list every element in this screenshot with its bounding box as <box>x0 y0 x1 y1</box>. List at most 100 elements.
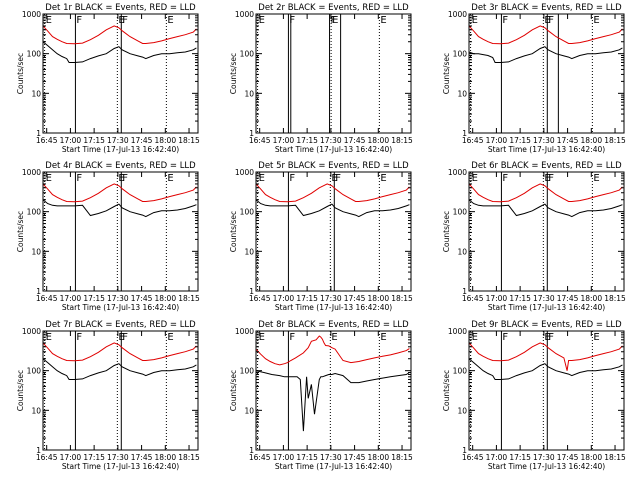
x-tick-label: 18:00 <box>154 294 176 303</box>
x-tick-label: 17:30 <box>320 294 342 303</box>
y-tick-label: 1000 <box>235 10 254 19</box>
x-axis-label: Start Time (17-Jul-13 16:42:40) <box>488 303 605 312</box>
x-tick-label: 18:15 <box>604 294 626 303</box>
marker-label: E <box>544 332 550 343</box>
x-tick-label: 17:30 <box>533 136 555 145</box>
y-tick-label: 10 <box>31 247 41 256</box>
marker-label: E <box>118 332 124 343</box>
x-tick-label: 17:15 <box>296 453 318 462</box>
x-tick-label: 17:30 <box>320 453 342 462</box>
marker-label: F <box>548 15 554 26</box>
y-tick-label: 1 <box>462 287 467 296</box>
x-tick-label: 18:00 <box>367 453 389 462</box>
x-tick-label: 17:30 <box>320 136 342 145</box>
y-tick-label: 100 <box>27 50 42 59</box>
x-axis-label: Start Time (17-Jul-13 16:42:40) <box>275 145 392 154</box>
events-series-line <box>469 46 623 63</box>
x-tick-label: 17:00 <box>60 294 82 303</box>
x-tick-label: 17:00 <box>486 136 508 145</box>
marker-label: F <box>289 15 295 26</box>
y-tick-label: 1000 <box>22 327 41 336</box>
x-tick-label: 16:45 <box>36 294 58 303</box>
x-tick-label: 18:00 <box>367 136 389 145</box>
x-tick-label: 18:15 <box>178 136 200 145</box>
plot-frame <box>468 13 625 134</box>
chart-title: Det 7r BLACK = Events, RED = LLD <box>45 320 196 330</box>
chart-title: Det 9r BLACK = Events, RED = LLD <box>471 320 622 330</box>
x-axis-label: Start Time (17-Jul-13 16:42:40) <box>62 462 179 471</box>
marker-label: E <box>259 173 265 184</box>
events-series-line <box>43 41 197 63</box>
marker-label: E <box>380 173 386 184</box>
marker-label: E <box>544 173 550 184</box>
plot-frame <box>42 330 199 451</box>
events-series-line <box>256 370 410 432</box>
x-axis-label: Start Time (17-Jul-13 16:42:40) <box>275 303 392 312</box>
chart-title: Det 4r BLACK = Events, RED = LLD <box>45 161 196 171</box>
x-tick-label: 18:15 <box>178 294 200 303</box>
y-tick-label: 100 <box>453 208 468 217</box>
marker-label: F <box>502 332 508 343</box>
plot-frame <box>42 171 199 292</box>
y-tick-label: 1 <box>462 446 467 455</box>
x-tick-label: 17:15 <box>296 136 318 145</box>
x-tick-label: 17:15 <box>296 294 318 303</box>
plot-frame <box>42 13 199 134</box>
chart-title: Det 3r BLACK = Events, RED = LLD <box>471 3 622 13</box>
y-tick-label: 100 <box>453 50 468 59</box>
x-tick-label: 18:15 <box>391 136 413 145</box>
x-axis-label: Start Time (17-Jul-13 16:42:40) <box>62 303 179 312</box>
marker-label: F <box>122 332 128 343</box>
y-tick-label: 1000 <box>22 168 41 177</box>
plot-area <box>256 331 410 450</box>
x-tick-label: 17:15 <box>509 453 531 462</box>
y-axis-label: Counts/sec <box>16 211 25 252</box>
y-tick-label: 1000 <box>22 10 41 19</box>
plot-frame <box>255 171 412 292</box>
y-tick-label: 100 <box>240 367 255 376</box>
marker-label: F <box>289 173 295 184</box>
x-tick-label: 18:15 <box>604 136 626 145</box>
y-axis-label: Counts/sec <box>442 53 451 94</box>
x-axis-label: Start Time (17-Jul-13 16:42:40) <box>275 462 392 471</box>
y-tick-label: 1 <box>462 129 467 138</box>
lld-series-line <box>469 183 623 203</box>
marker-label: E <box>46 15 52 26</box>
y-tick-label: 100 <box>27 208 42 217</box>
marker-label: E <box>331 332 337 343</box>
x-tick-label: 17:00 <box>60 453 82 462</box>
y-tick-label: 1 <box>249 287 254 296</box>
events-series-line <box>43 199 197 218</box>
y-tick-label: 1000 <box>448 10 467 19</box>
plot-area <box>469 331 623 450</box>
y-axis-label: Counts/sec <box>229 53 238 94</box>
x-tick-label: 16:45 <box>36 136 58 145</box>
y-tick-label: 10 <box>31 406 41 415</box>
marker-label: F <box>502 173 508 184</box>
chart-title: Det 6r BLACK = Events, RED = LLD <box>471 161 622 171</box>
x-tick-label: 17:00 <box>486 453 508 462</box>
x-tick-label: 17:45 <box>557 294 579 303</box>
x-tick-label: 17:15 <box>509 136 531 145</box>
x-tick-label: 18:00 <box>154 136 176 145</box>
y-tick-label: 1000 <box>448 168 467 177</box>
plot-area <box>43 331 197 450</box>
x-tick-label: 18:00 <box>580 294 602 303</box>
x-tick-label: 18:00 <box>580 453 602 462</box>
x-tick-label: 16:45 <box>249 136 271 145</box>
x-tick-label: 17:45 <box>131 294 153 303</box>
y-axis-label: Counts/sec <box>16 370 25 411</box>
chart-title: Det 8r BLACK = Events, RED = LLD <box>258 320 409 330</box>
events-series-line <box>469 199 623 218</box>
plot-frame <box>468 330 625 451</box>
x-tick-label: 17:00 <box>273 453 295 462</box>
marker-label: E <box>118 15 124 26</box>
marker-label: F <box>76 332 82 343</box>
x-tick-label: 17:30 <box>533 294 555 303</box>
plot-frame <box>468 171 625 292</box>
plot-area <box>43 14 197 133</box>
